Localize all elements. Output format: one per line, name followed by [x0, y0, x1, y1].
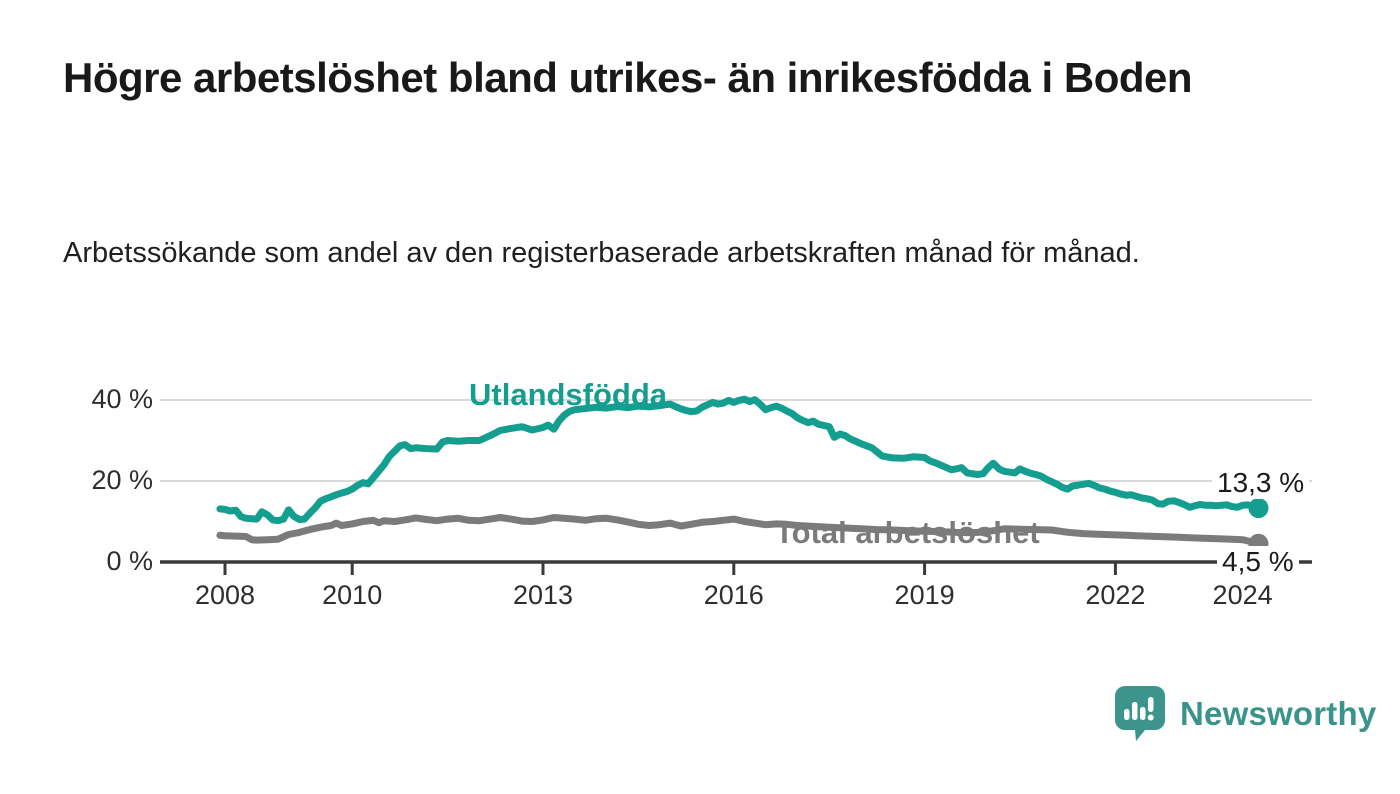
utlandsfodda-line — [216, 395, 1262, 525]
end-value-utlandsfodda: 13,3 % — [1212, 467, 1310, 499]
x-axis-label: 2019 — [894, 580, 955, 610]
page-title: Högre arbetslöshet bland utrikes- än inr… — [63, 54, 1193, 101]
x-axis-labels: 2008 2010 2013 2016 2019 2022 2024 — [0, 580, 1400, 616]
chart-subtitle: Arbetssökande som andel av den registerb… — [63, 237, 1140, 269]
utlandsfodda-end-dot — [1248, 498, 1269, 519]
newsworthy-logo: Newsworthy — [1115, 686, 1376, 742]
x-axis-label: 2024 — [1212, 580, 1273, 610]
newsworthy-logo-text: Newsworthy — [1180, 695, 1377, 732]
end-value-total: 4,5 % — [1217, 546, 1299, 578]
series-label-total-arbetsloshet: Total arbetslöshet — [775, 515, 1040, 550]
y-axis-label: 40 % — [91, 384, 153, 414]
series-label-utlandsfodda: Utlandsfödda — [469, 377, 668, 412]
x-axis-ticks — [223, 563, 1245, 575]
x-axis-label: 2016 — [703, 580, 764, 610]
newsworthy-logo-icon — [1115, 686, 1165, 741]
x-axis-label: 2008 — [194, 580, 256, 610]
x-axis-label: 2022 — [1085, 580, 1146, 610]
x-axis-label: 2010 — [322, 580, 383, 610]
y-axis-label: 0 % — [106, 546, 153, 576]
total-arbetsloshet-line — [216, 514, 1262, 548]
x-axis-label: 2013 — [512, 580, 574, 610]
y-axis-label: 20 % — [91, 465, 153, 495]
